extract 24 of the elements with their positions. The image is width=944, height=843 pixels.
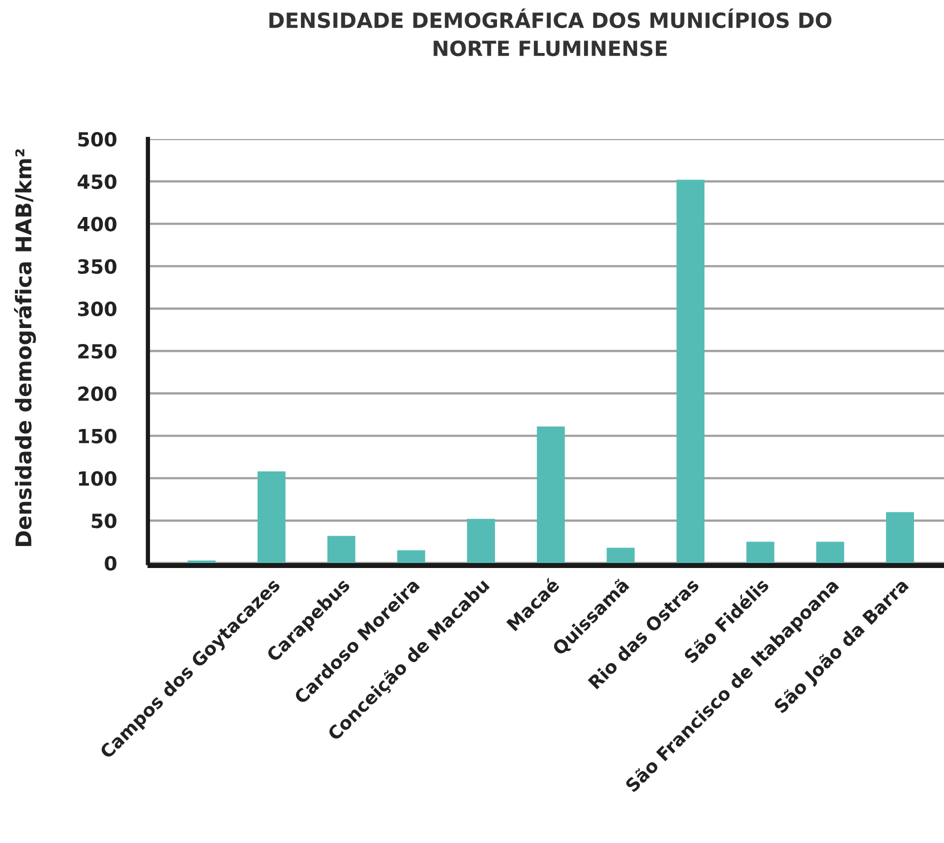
y-tick-label: 250 [78,344,116,359]
y-tick-label: 50 [92,514,116,528]
y-tick-label: 350 [78,259,116,274]
y-tick-label: 0 [104,556,116,571]
y-tick-label: 100 [78,471,116,486]
y-tick-label: 200 [78,386,116,402]
y-tick-label: 300 [78,302,116,316]
y-tick-label: 400 [78,216,116,232]
bar [258,471,286,563]
bar [188,560,216,563]
bar [397,550,426,563]
y-tick-label: 450 [78,174,116,190]
bar [606,548,635,563]
bar [536,426,565,563]
y-axis-title: Densidade demográfica HAB/km² [14,149,36,546]
bar [327,536,356,563]
chart-title: DENSIDADE DEMOGRÁFICA DOS MUNICÍPIOS DO NORTE FLUMINENSE [269,8,832,56]
bar [467,518,495,563]
bar [746,542,774,563]
y-tick-label: 500 [78,132,116,147]
bar [886,512,914,563]
bar [676,180,704,563]
bar [816,542,844,563]
y-tick-label: 150 [78,428,116,444]
